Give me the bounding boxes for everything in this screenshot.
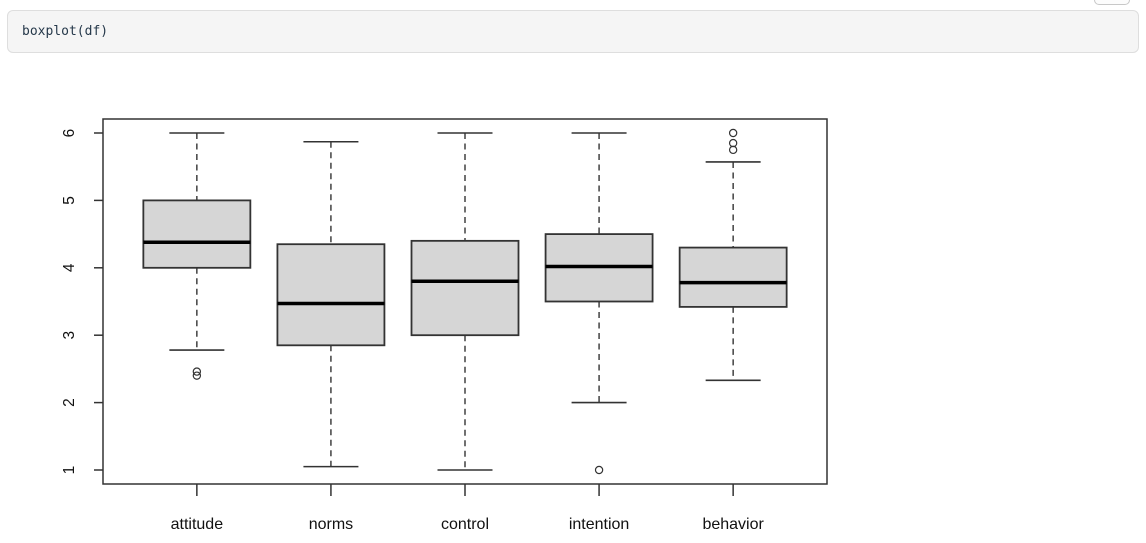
box-attitude [142,199,252,269]
code-text: boxplot(df) [22,23,109,39]
x-axis-label-behavior: behavior [702,516,764,533]
x-axis-label-attitude: attitude [171,516,224,533]
outlier-attitude [192,371,202,380]
x-axis-label-intention: intention [569,516,630,533]
outlier-behavior [728,138,738,148]
box-norms [276,243,386,347]
outlier-behavior [728,128,738,138]
y-axis-tick-label: 4 [61,263,78,272]
y-axis-tick-label: 3 [61,331,78,340]
box-control [410,239,520,337]
outlier-attitude [192,367,202,376]
code-cell[interactable]: boxplot(df) [7,10,1139,53]
outlier-intention [594,465,604,475]
y-axis-tick-label: 5 [61,196,78,205]
box-behavior [678,246,788,308]
y-axis-tick-label: 2 [61,398,78,407]
y-axis-tick-label: 1 [61,466,78,475]
x-axis-label-control: control [441,516,489,533]
x-axis-label-norms: norms [309,516,353,533]
outlier-behavior [728,145,738,155]
y-axis-tick-label: 6 [61,129,78,138]
